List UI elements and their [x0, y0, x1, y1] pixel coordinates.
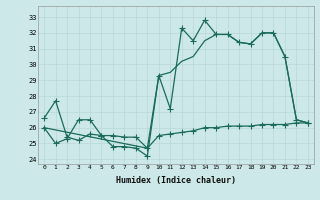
- X-axis label: Humidex (Indice chaleur): Humidex (Indice chaleur): [116, 176, 236, 185]
